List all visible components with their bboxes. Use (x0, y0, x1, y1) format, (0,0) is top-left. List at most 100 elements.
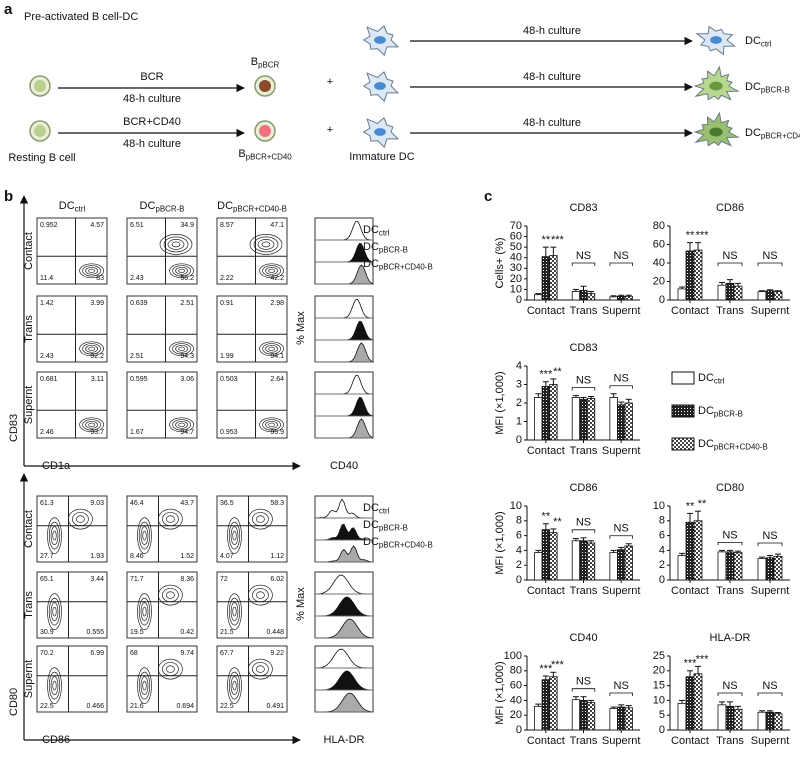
error-bar (572, 395, 579, 398)
significance: ** (686, 230, 695, 242)
error-bar (687, 670, 693, 677)
x-tick-label: Supernt (602, 735, 641, 747)
bar (534, 294, 543, 301)
y-tick-label: 40 (653, 257, 665, 269)
quadrant-value: 36.5 (220, 500, 234, 507)
ns-bracket (717, 262, 743, 266)
y-tick-label: 1 (516, 415, 522, 427)
y-tick-label: 50 (510, 241, 522, 253)
y-tick-label: 10 (510, 500, 522, 512)
bar (549, 532, 558, 581)
contour (47, 593, 62, 630)
error-bar (535, 393, 542, 398)
culture: 48-h culture (523, 117, 581, 129)
ns-bracket (571, 387, 596, 391)
b-cell-nucleus (34, 80, 46, 92)
contour (142, 606, 147, 617)
error-bar (572, 696, 579, 700)
x-tick-label: Contact (527, 735, 565, 747)
column-header-main: DC (217, 200, 233, 212)
error-bar (735, 550, 741, 553)
x-tick-label: Contact (527, 305, 565, 317)
histogram-legend-sub: pBCR-B (379, 523, 408, 532)
bar (579, 398, 588, 441)
b-cell-nucleus (259, 125, 271, 137)
histogram-legend-sub: pBCR+CD40-B (379, 540, 433, 549)
quadrant-value: 67.7 (220, 650, 234, 657)
y-tick-label: 6 (516, 530, 522, 542)
bar (571, 540, 581, 581)
error-bar (735, 705, 741, 710)
contour (232, 606, 237, 617)
bar (765, 557, 775, 581)
histogram-legend-main: DC (363, 536, 379, 548)
quadrant-value: 61.3 (40, 500, 54, 507)
flow-plot (216, 645, 288, 713)
bar (773, 291, 783, 301)
bar (609, 296, 618, 301)
quadrant-value: 2.51 (180, 300, 194, 307)
significance: *** (684, 658, 698, 670)
contours (169, 417, 194, 433)
contour (76, 515, 85, 523)
contour (163, 236, 189, 253)
quadrant-value: 30.9 (40, 629, 54, 636)
histogram-y-label: % Max (295, 587, 307, 621)
bar (757, 291, 767, 301)
contour (169, 263, 194, 279)
quadrant-value: 8.57 (220, 222, 234, 229)
dc-product-main: DC (745, 81, 761, 93)
contour (232, 530, 237, 541)
error-bar (695, 242, 701, 251)
y-tick-label: 4 (516, 360, 522, 372)
dc-product-main: DC (745, 127, 761, 139)
contour (172, 343, 191, 355)
contour (88, 346, 95, 351)
quadrant-value: 58.3 (270, 500, 284, 507)
immature-label: Immature DC (349, 151, 414, 163)
error-bar (625, 294, 632, 297)
error-bar (687, 512, 693, 523)
y-tick-label: 5 (659, 709, 665, 721)
y-tick-label: 25 (653, 650, 665, 662)
legend-label: DCctrl (698, 372, 725, 385)
flow-plot (36, 295, 108, 363)
quadrant-value: 92.2 (90, 353, 104, 360)
bar (579, 700, 588, 731)
x-tick-label: Supernt (751, 305, 790, 317)
row-label: Contact (23, 510, 35, 548)
histogram-legend-sub: pBCR-B (379, 245, 408, 254)
histogram-legend-main: DC (363, 519, 379, 531)
quadrant-value: 6.99 (90, 650, 104, 657)
bar (733, 708, 743, 731)
chart-title: CD40 (569, 632, 597, 644)
significance: *** (539, 663, 553, 675)
b-product-main: B (251, 56, 258, 68)
contour (167, 239, 185, 250)
y-tick-label: 40 (510, 694, 522, 706)
bar (693, 249, 703, 301)
row-label: Contact (23, 232, 35, 270)
contours (227, 584, 273, 630)
significance: ** (542, 511, 551, 523)
ns-bracket (571, 262, 596, 266)
histogram-marker: CD40 (330, 460, 358, 472)
bar (571, 699, 581, 731)
quadrant-value: 0.42 (180, 629, 194, 636)
error-bar (535, 293, 542, 295)
y-tick-label: 8 (516, 515, 522, 527)
x-axis-label: CD1a (42, 460, 71, 472)
quadrant-value: 2.98 (270, 300, 284, 307)
y-tick-label: 0 (659, 724, 665, 736)
b-product: BpBCR (251, 56, 280, 69)
histogram-legend-main: DC (363, 241, 379, 253)
legend-label-sub: ctrl (714, 376, 725, 385)
x-tick-label: Contact (527, 445, 565, 457)
contour (178, 346, 185, 351)
contour (178, 268, 185, 273)
contour (48, 671, 61, 700)
error-bar (610, 549, 617, 553)
bar (624, 545, 633, 581)
contour (262, 343, 281, 355)
